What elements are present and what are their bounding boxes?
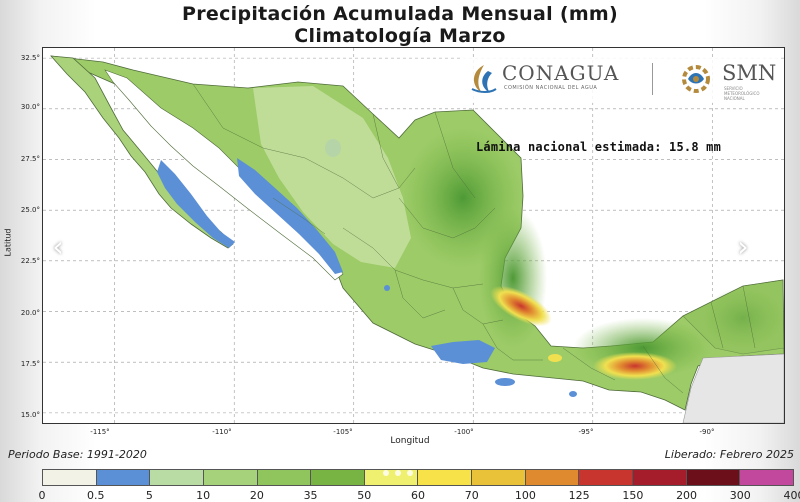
yucatan-peninsula [682, 279, 784, 355]
wet-zone-gulf [479, 208, 547, 348]
legend-label: 5 [145, 489, 153, 502]
precipitation-map [42, 47, 785, 424]
chart-title: Precipitación Acumulada Mensual (mm) [182, 3, 618, 25]
map-svg [43, 48, 784, 423]
y-tick-label: 25.0° [20, 206, 40, 214]
legend-label: 70 [464, 489, 479, 502]
legend-label: 50 [357, 489, 372, 502]
y-tick-label: 22.5° [20, 257, 40, 265]
legend-color-swatch [686, 470, 741, 485]
base-period-note: Periodo Base: 1991-2020 [8, 448, 147, 461]
chart-subtitle: Climatología Marzo [294, 25, 506, 47]
legend-color-swatch [579, 470, 634, 485]
dry-zone-chiapas-coast [569, 391, 577, 397]
wet-hotspot-chiapas [593, 352, 677, 380]
logo-divider [652, 63, 653, 95]
previous-slide-arrow-icon[interactable]: ‹ [52, 230, 64, 263]
legend-label: 300 [729, 489, 751, 502]
legend-label: 0 [38, 489, 46, 502]
next-slide-arrow-icon[interactable]: › [737, 230, 749, 263]
x-tick-label: -100° [454, 428, 474, 436]
slide-dot[interactable] [383, 470, 389, 476]
national-estimate-annotation: Lámina nacional estimada: 15.8 mm [476, 140, 722, 154]
baja-california [50, 55, 234, 249]
legend-label: 150 [622, 489, 644, 502]
y-tick-label: 15.0° [20, 411, 40, 419]
y-tick-label: 27.5° [20, 155, 40, 163]
y-tick-label: 20.0° [20, 309, 40, 317]
dry-zone-guerrero [431, 340, 495, 364]
gulf-of-california [104, 69, 344, 281]
wet-hotspot-oaxaca [548, 354, 562, 362]
slide-dot[interactable] [407, 470, 413, 476]
dry-zone-small [384, 285, 390, 291]
slide-dot[interactable] [395, 470, 401, 476]
legend-label: 200 [676, 489, 698, 502]
legend-color-swatch [203, 470, 258, 485]
conagua-logo-text: CONAGUA [502, 61, 620, 85]
legend-color-swatch [418, 470, 473, 485]
dry-zone-oaxaca-coast [495, 378, 515, 386]
y-tick-label: 17.5° [20, 360, 40, 368]
legend-color-swatch [311, 470, 365, 485]
smn-logo-icon [682, 65, 710, 93]
smn-logo-subtitle: SERVICIO METEOROLÓGICO NACIONAL [724, 86, 760, 101]
x-axis-label: Longitud [390, 436, 430, 446]
legend-color-swatch [150, 470, 204, 485]
x-tick-label: -110° [212, 428, 232, 436]
x-tick-label: -90° [699, 428, 715, 436]
legend-label: 0.5 [86, 489, 105, 502]
legend-color-swatch [633, 470, 687, 485]
guatemala-belize-land [682, 353, 784, 423]
legend-color-swatch [525, 470, 580, 485]
legend-color-swatch [43, 470, 97, 485]
legend-label: 60 [411, 489, 425, 502]
legend-label: 400 [783, 489, 800, 502]
dry-plateau [253, 86, 411, 268]
y-tick-label: 32.5° [20, 54, 40, 62]
conagua-logo-subtitle: COMISIÓN NACIONAL DEL AGUA [504, 85, 598, 91]
conagua-logo-icon [471, 65, 497, 93]
y-tick-label: 30.0° [20, 103, 40, 111]
slide-indicator [383, 470, 423, 478]
smn-logo-text: SMN [722, 61, 777, 85]
legend-color-swatch [364, 470, 419, 485]
dry-zone-baja-south [157, 160, 235, 248]
legend-color-swatch [472, 470, 526, 485]
x-tick-label: -95° [578, 428, 594, 436]
legend-color-swatch [96, 470, 151, 485]
legend-label: 100 [514, 489, 536, 502]
x-tick-label: -105° [333, 428, 353, 436]
state-borders [192, 83, 756, 394]
release-date-note: Liberado: Febrero 2025 [664, 448, 794, 461]
legend-label: 35 [303, 489, 318, 502]
wet-hotspot-veracruz [490, 285, 552, 327]
legend-label: 125 [568, 489, 590, 502]
legend-label: 10 [196, 489, 211, 502]
logo-banner: CONAGUA COMISIÓN NACIONAL DEL AGUA SMN S… [462, 57, 778, 103]
dry-zone-sonora-coast [237, 158, 343, 274]
legend-color-swatch [740, 470, 793, 485]
x-tick-label: -115° [90, 428, 110, 436]
legend-color-swatch [257, 470, 312, 485]
legend-colorbar [42, 469, 794, 486]
legend-label: 20 [249, 489, 264, 502]
